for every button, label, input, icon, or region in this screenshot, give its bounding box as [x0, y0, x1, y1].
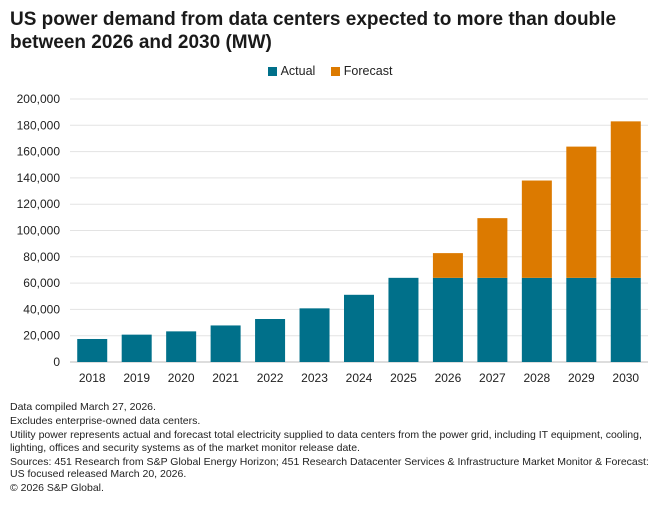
bar-actual-2022	[255, 318, 286, 362]
y-tick-label: 160,000	[17, 145, 61, 159]
bar-actual-2028	[521, 277, 552, 362]
x-tick-label: 2030	[612, 371, 639, 385]
bar-forecast-2030	[610, 121, 641, 278]
bar-actual-2023	[299, 308, 330, 362]
legend-label-forecast: Forecast	[343, 64, 393, 78]
x-tick-label: 2027	[479, 371, 506, 385]
bar-actual-2018	[77, 338, 108, 362]
plot-area: 0 20,000 40,000 60,000 80,000 100,000 120,000 1…	[17, 92, 648, 385]
bar-actual-2020	[166, 331, 197, 362]
y-tick-label: 40,000	[23, 302, 60, 316]
bar-actual-2026	[432, 277, 463, 362]
y-tick-label: 20,000	[23, 329, 60, 343]
bar-actual-2024	[344, 294, 374, 362]
legend: Actual Forecast	[0, 64, 660, 79]
bar-forecast-2027	[477, 218, 508, 278]
legend-item-actual: Actual	[267, 64, 316, 78]
legend-label-actual: Actual	[280, 64, 316, 78]
x-tick-label: 2024	[346, 371, 373, 385]
bar-actual-2029	[566, 277, 597, 362]
x-tick-label: 2029	[568, 371, 595, 385]
x-tick-label: 2020	[168, 371, 195, 385]
y-tick-label: 140,000	[17, 171, 61, 185]
bar-actual-2019	[121, 334, 152, 362]
y-tick-label: 60,000	[23, 276, 60, 290]
y-tick-label: 0	[53, 355, 60, 369]
y-tick-label: 120,000	[17, 197, 61, 211]
x-tick-label: 2018	[79, 371, 106, 385]
footnotes: Data compiled March 27, 2026. Excludes e…	[10, 401, 655, 496]
note-sources: Sources: 451 Research from S&P Global En…	[10, 455, 649, 481]
y-tick-label: 100,000	[17, 224, 61, 238]
x-tick-label: 2025	[390, 371, 417, 385]
x-tick-label: 2028	[523, 371, 550, 385]
x-tick-label: 2022	[257, 371, 284, 385]
bar-forecast-2028	[521, 180, 552, 278]
note-excludes: Excludes enterprise-owned data centers.	[10, 415, 201, 427]
note-compiled: Data compiled March 27, 2026.	[10, 401, 156, 413]
chart-title: US power demand from data centers expect…	[10, 9, 617, 53]
bar-actual-2030	[610, 277, 641, 362]
legend-swatch-actual	[267, 66, 277, 76]
legend-item-forecast: Forecast	[330, 64, 393, 78]
bar-actual-2027	[477, 277, 508, 362]
bar-actual-2021	[210, 325, 241, 362]
x-tick-label: 2021	[212, 371, 239, 385]
note-copyright: © 2026 S&P Global.	[10, 482, 104, 494]
legend-swatch-forecast	[330, 66, 340, 76]
bar-forecast-2026	[432, 253, 463, 278]
y-tick-label: 180,000	[17, 118, 61, 132]
bar-actual-2025	[388, 277, 419, 362]
x-tick-label: 2023	[301, 371, 328, 385]
y-tick-label: 200,000	[17, 92, 61, 106]
bar-forecast-2029	[566, 146, 597, 278]
x-tick-label: 2026	[435, 371, 462, 385]
y-tick-label: 80,000	[23, 250, 60, 264]
x-tick-label: 2019	[123, 371, 150, 385]
note-definition: Utility power represents actual and fore…	[10, 429, 642, 454]
